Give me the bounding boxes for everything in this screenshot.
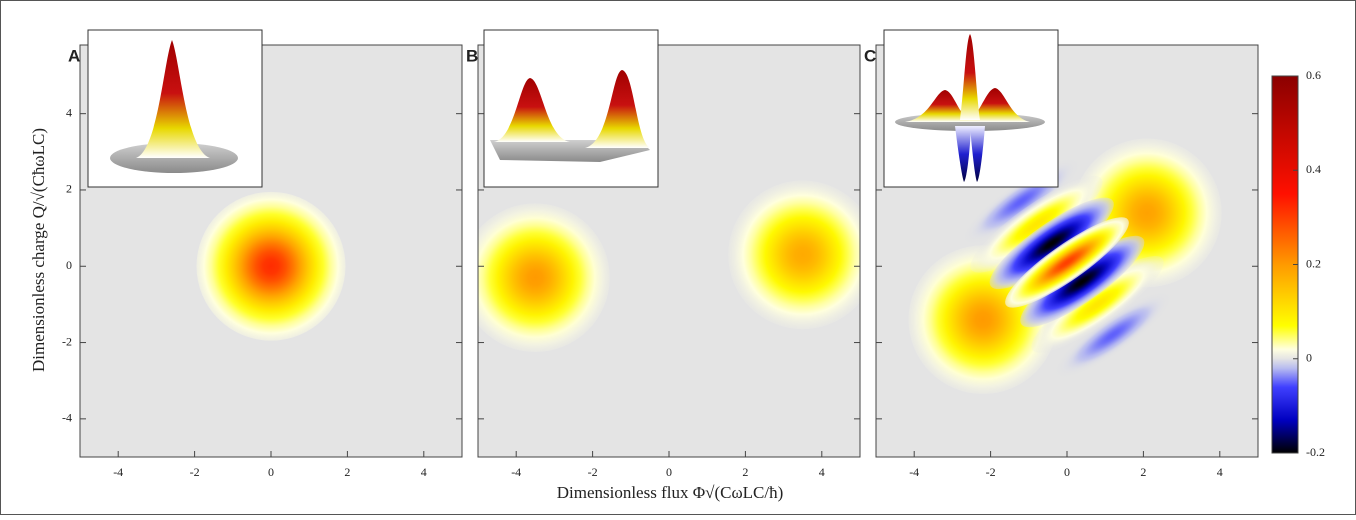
x-tick-label: 2 bbox=[742, 465, 748, 479]
y-axis-label: Dimensionless charge Q/√(CħωLC) bbox=[29, 128, 48, 372]
y-tick-label: 4 bbox=[66, 105, 72, 119]
y-tick-label: 2 bbox=[66, 182, 72, 196]
x-tick-label: 4 bbox=[819, 465, 825, 479]
colorbar-tick-label: 0 bbox=[1306, 351, 1312, 365]
x-tick-label: -2 bbox=[986, 465, 996, 479]
x-tick-label: 4 bbox=[1217, 465, 1223, 479]
panel-label: C bbox=[864, 46, 876, 65]
x-tick-label: -4 bbox=[113, 465, 123, 479]
x-tick-label: 0 bbox=[666, 465, 672, 479]
colorbar-tick-label: 0.2 bbox=[1306, 256, 1321, 270]
y-tick-label: -2 bbox=[62, 334, 72, 348]
y-tick-label: 0 bbox=[66, 258, 72, 272]
x-tick-label: 0 bbox=[1064, 465, 1070, 479]
colorbar-tick-label: 0.6 bbox=[1306, 68, 1321, 82]
panel-label: B bbox=[466, 46, 478, 65]
x-tick-label: -2 bbox=[190, 465, 200, 479]
inset-a bbox=[88, 30, 262, 187]
colorbar-tick-label: 0.4 bbox=[1306, 162, 1321, 176]
x-tick-label: 0 bbox=[268, 465, 274, 479]
y-tick-label: -4 bbox=[62, 411, 72, 425]
x-tick-label: -2 bbox=[588, 465, 598, 479]
peak bbox=[728, 180, 877, 329]
peak bbox=[197, 192, 346, 341]
x-tick-label: -4 bbox=[909, 465, 919, 479]
x-axis-label: Dimensionless flux Φ√(CωLC/ħ) bbox=[557, 483, 784, 502]
x-tick-label: 2 bbox=[1140, 465, 1146, 479]
peak bbox=[461, 203, 610, 352]
inset-b bbox=[484, 30, 658, 187]
x-tick-label: -4 bbox=[511, 465, 521, 479]
x-tick-label: 4 bbox=[421, 465, 427, 479]
colorbar: -0.2 0 0.2 0.4 0.6 bbox=[1272, 68, 1325, 459]
inset-c bbox=[884, 30, 1058, 187]
colorbar-tick-label: -0.2 bbox=[1306, 445, 1325, 459]
heatmap bbox=[197, 192, 346, 341]
panel-label: A bbox=[68, 46, 80, 65]
x-tick-label: 2 bbox=[344, 465, 350, 479]
